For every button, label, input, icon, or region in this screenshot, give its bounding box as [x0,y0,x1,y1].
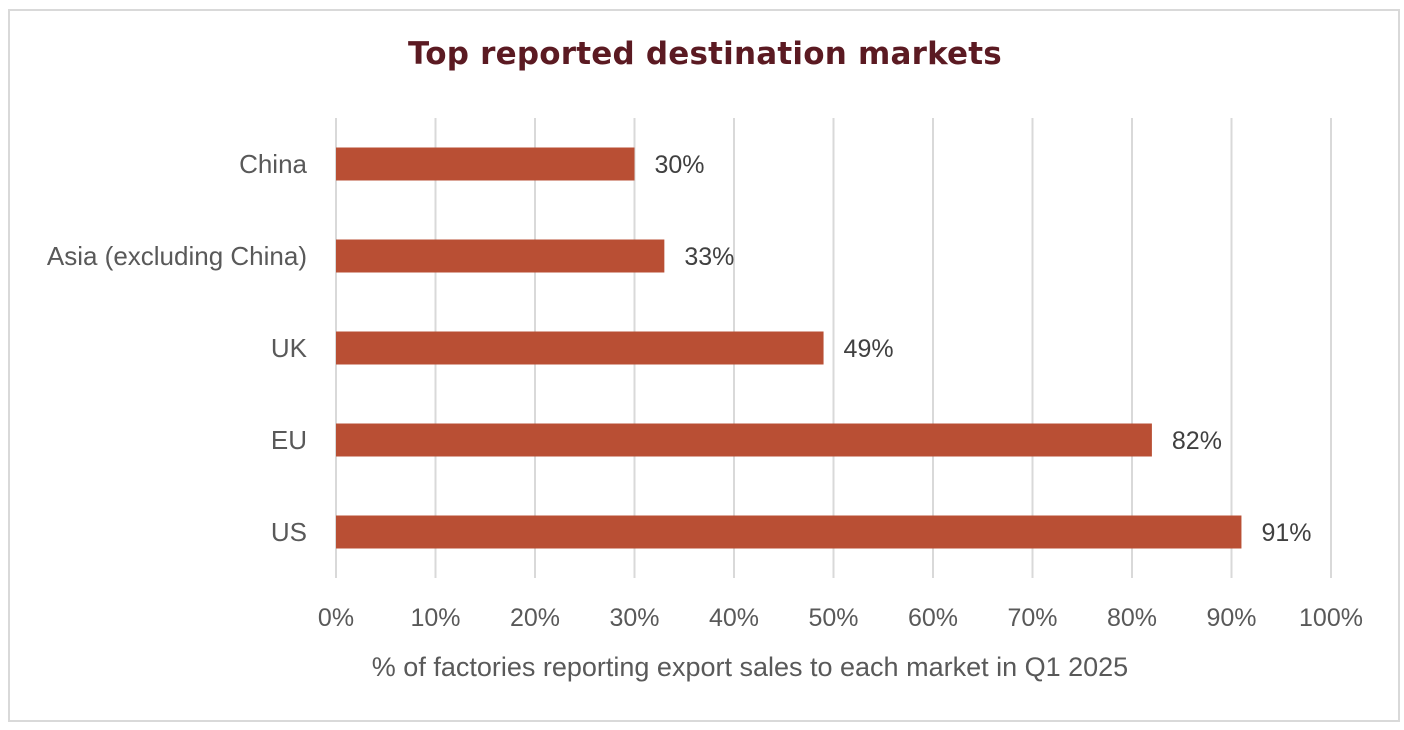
data-labels: 30% 33% 49% 82% 91% [655,151,1312,547]
x-tick-label: 90% [1206,604,1256,632]
category-label: Asia (excluding China) [47,241,307,271]
data-label: 49% [844,335,894,363]
category-label: China [239,149,307,179]
x-tick-label: 30% [609,604,659,632]
chart-title: Top reported destination markets [408,36,1002,72]
category-labels: China Asia (excluding China) UK EU US [47,149,308,547]
x-tick-label: 20% [510,604,560,632]
x-axis-title: % of factories reporting export sales to… [371,652,1129,682]
category-label: UK [271,333,308,363]
chart-frame [8,9,1400,722]
data-label: 82% [1172,427,1222,455]
x-tick-label: 70% [1007,604,1057,632]
bars [336,147,1242,549]
gridlines [335,118,1332,578]
x-axis-ticks: 0% 10% 20% 30% 40% 50% 60% 70% 80% 90% 100% [318,604,1363,632]
data-label: 91% [1261,519,1311,547]
x-tick-label: 0% [318,604,354,632]
x-tick-label: 10% [410,604,460,632]
bar [336,331,824,365]
x-tick-label: 50% [808,604,858,632]
bar [336,515,1242,549]
bar [336,423,1152,457]
x-tick-label: 100% [1299,604,1363,632]
x-tick-label: 40% [709,604,759,632]
category-label: US [271,517,307,547]
data-label: 30% [655,151,705,179]
x-tick-label: 60% [908,604,958,632]
category-label: EU [271,425,307,455]
bar [336,147,635,181]
data-label: 33% [684,243,734,271]
x-tick-label: 80% [1107,604,1157,632]
bar [336,239,665,273]
